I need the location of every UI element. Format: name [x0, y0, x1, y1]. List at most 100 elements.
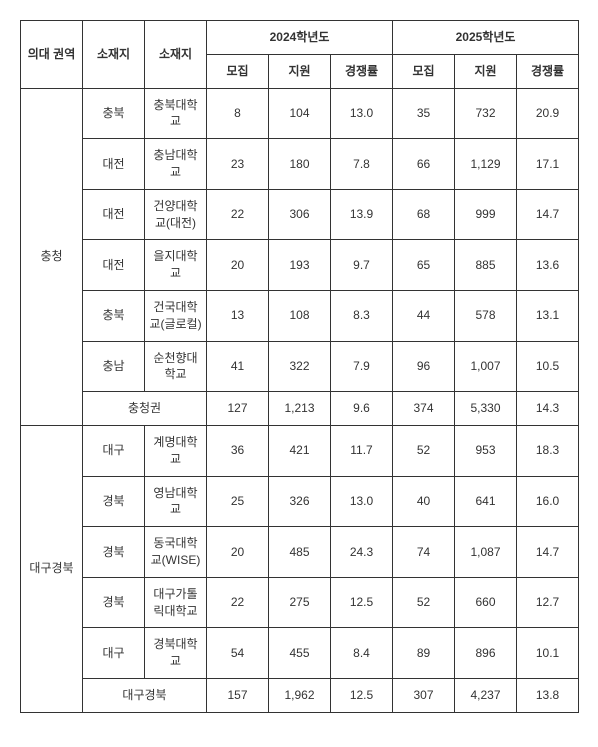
ratio-2025-cell: 16.0 — [517, 476, 579, 527]
ratio-2025-cell: 14.7 — [517, 527, 579, 578]
recruit-2024-cell: 20 — [207, 527, 269, 578]
ratio-2024-cell: 7.9 — [331, 341, 393, 392]
header-region: 의대 권역 — [21, 21, 83, 89]
apply-2024-cell: 326 — [269, 476, 331, 527]
university-cell: 동국대학교(WISE) — [145, 527, 207, 578]
subtotal-recruit-2025: 374 — [393, 392, 455, 426]
university-cell: 계명대학교 — [145, 425, 207, 476]
recruit-2025-cell: 40 — [393, 476, 455, 527]
university-cell: 대구가톨릭대학교 — [145, 577, 207, 628]
header-recruit-2025: 모집 — [393, 54, 455, 88]
apply-2024-cell: 180 — [269, 139, 331, 190]
table-row: 경북대구가톨릭대학교2227512.55266012.7 — [21, 577, 579, 628]
table-row: 대구경북대학교544558.48989610.1 — [21, 628, 579, 679]
recruit-2024-cell: 22 — [207, 189, 269, 240]
ratio-2024-cell: 13.0 — [331, 88, 393, 139]
ratio-2025-cell: 13.6 — [517, 240, 579, 291]
recruit-2025-cell: 52 — [393, 425, 455, 476]
apply-2024-cell: 275 — [269, 577, 331, 628]
subtotal-ratio-2024: 9.6 — [331, 392, 393, 426]
table-row: 대구경북대구계명대학교3642111.75295318.3 — [21, 425, 579, 476]
university-cell: 충북대학교 — [145, 88, 207, 139]
subtotal-label: 대구경북 — [83, 678, 207, 712]
table-row: 대전충남대학교231807.8661,12917.1 — [21, 139, 579, 190]
header-year-2024: 2024학년도 — [207, 21, 393, 55]
table-row: 경북동국대학교(WISE)2048524.3741,08714.7 — [21, 527, 579, 578]
header-apply-2024: 지원 — [269, 54, 331, 88]
location-cell: 대전 — [83, 240, 145, 291]
subtotal-apply-2024: 1,213 — [269, 392, 331, 426]
university-cell: 을지대학교 — [145, 240, 207, 291]
recruit-2025-cell: 74 — [393, 527, 455, 578]
subtotal-apply-2025: 5,330 — [455, 392, 517, 426]
table-body: 충청충북충북대학교810413.03573220.9대전충남대학교231807.… — [21, 88, 579, 712]
apply-2025-cell: 732 — [455, 88, 517, 139]
table-row: 대전을지대학교201939.76588513.6 — [21, 240, 579, 291]
apply-2025-cell: 578 — [455, 290, 517, 341]
ratio-2024-cell: 8.3 — [331, 290, 393, 341]
subtotal-recruit-2025: 307 — [393, 678, 455, 712]
recruit-2025-cell: 35 — [393, 88, 455, 139]
table-row: 경북영남대학교2532613.04064116.0 — [21, 476, 579, 527]
apply-2024-cell: 455 — [269, 628, 331, 679]
apply-2024-cell: 421 — [269, 425, 331, 476]
table-header: 의대 권역 소재지 소재지 2024학년도 2025학년도 모집 지원 경쟁률 … — [21, 21, 579, 89]
header-ratio-2025: 경쟁률 — [517, 54, 579, 88]
location-cell: 충북 — [83, 290, 145, 341]
ratio-2025-cell: 10.5 — [517, 341, 579, 392]
ratio-2024-cell: 11.7 — [331, 425, 393, 476]
apply-2024-cell: 108 — [269, 290, 331, 341]
location-cell: 충북 — [83, 88, 145, 139]
recruit-2024-cell: 8 — [207, 88, 269, 139]
apply-2025-cell: 660 — [455, 577, 517, 628]
header-apply-2025: 지원 — [455, 54, 517, 88]
ratio-2024-cell: 12.5 — [331, 577, 393, 628]
recruit-2025-cell: 96 — [393, 341, 455, 392]
apply-2025-cell: 896 — [455, 628, 517, 679]
subtotal-apply-2025: 4,237 — [455, 678, 517, 712]
location-cell: 대전 — [83, 139, 145, 190]
university-cell: 경북대학교 — [145, 628, 207, 679]
subtotal-ratio-2025: 14.3 — [517, 392, 579, 426]
recruit-2024-cell: 36 — [207, 425, 269, 476]
apply-2025-cell: 1,087 — [455, 527, 517, 578]
location-cell: 대전 — [83, 189, 145, 240]
apply-2024-cell: 193 — [269, 240, 331, 291]
subtotal-label: 충청권 — [83, 392, 207, 426]
location-cell: 경북 — [83, 527, 145, 578]
university-cell: 순천향대학교 — [145, 341, 207, 392]
apply-2025-cell: 953 — [455, 425, 517, 476]
ratio-2025-cell: 18.3 — [517, 425, 579, 476]
apply-2025-cell: 1,129 — [455, 139, 517, 190]
ratio-2024-cell: 9.7 — [331, 240, 393, 291]
recruit-2025-cell: 44 — [393, 290, 455, 341]
table-row: 대전건양대학교(대전)2230613.96899914.7 — [21, 189, 579, 240]
subtotal-ratio-2025: 13.8 — [517, 678, 579, 712]
table-row: 충청충북충북대학교810413.03573220.9 — [21, 88, 579, 139]
subtotal-recruit-2024: 127 — [207, 392, 269, 426]
location-cell: 경북 — [83, 577, 145, 628]
recruit-2024-cell: 13 — [207, 290, 269, 341]
recruit-2025-cell: 52 — [393, 577, 455, 628]
ratio-2025-cell: 13.1 — [517, 290, 579, 341]
apply-2024-cell: 485 — [269, 527, 331, 578]
admissions-table: 의대 권역 소재지 소재지 2024학년도 2025학년도 모집 지원 경쟁률 … — [20, 20, 579, 713]
subtotal-recruit-2024: 157 — [207, 678, 269, 712]
apply-2025-cell: 1,007 — [455, 341, 517, 392]
recruit-2025-cell: 89 — [393, 628, 455, 679]
recruit-2024-cell: 20 — [207, 240, 269, 291]
recruit-2025-cell: 68 — [393, 189, 455, 240]
recruit-2024-cell: 54 — [207, 628, 269, 679]
region-cell: 충청 — [21, 88, 83, 425]
table-row: 충남순천향대학교413227.9961,00710.5 — [21, 341, 579, 392]
ratio-2024-cell: 13.0 — [331, 476, 393, 527]
university-cell: 건양대학교(대전) — [145, 189, 207, 240]
apply-2025-cell: 885 — [455, 240, 517, 291]
subtotal-ratio-2024: 12.5 — [331, 678, 393, 712]
ratio-2024-cell: 24.3 — [331, 527, 393, 578]
ratio-2024-cell: 7.8 — [331, 139, 393, 190]
ratio-2024-cell: 13.9 — [331, 189, 393, 240]
location-cell: 경북 — [83, 476, 145, 527]
location-cell: 대구 — [83, 628, 145, 679]
apply-2025-cell: 641 — [455, 476, 517, 527]
